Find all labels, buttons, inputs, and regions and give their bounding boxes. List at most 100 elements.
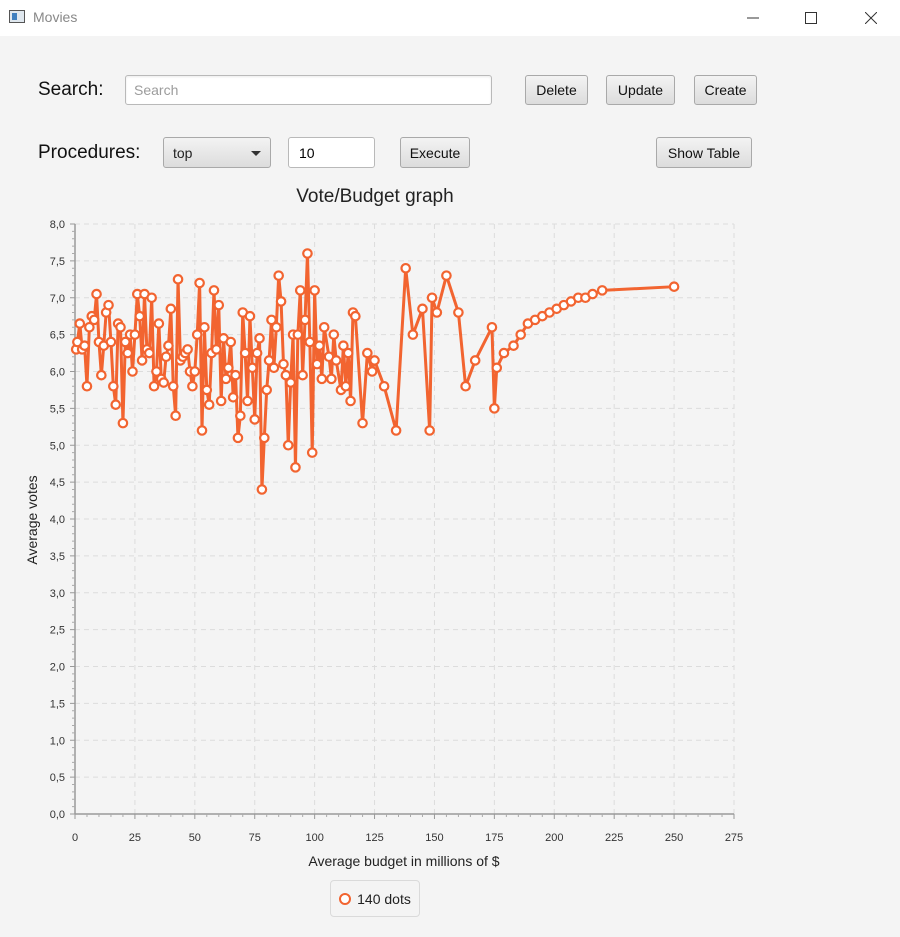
data-point [227,392,239,403]
x-axis-ticks: 0 25 50 75 100 125 150 175 200 225 250 275 [72,814,743,844]
data-point [290,462,301,473]
data-point [261,384,273,396]
execute-button[interactable]: Execute [400,137,470,168]
minimize-icon [747,17,759,19]
data-point [431,307,443,318]
data-point [91,288,102,300]
data-point [88,314,100,326]
data-point [311,358,323,370]
data-point [340,380,352,392]
x-tick-label: 250 [665,832,683,844]
data-point [235,410,246,422]
data-point [165,303,177,315]
chart-title: Vote/Budget graph [296,186,453,207]
procedures-label: Procedures: [38,142,141,163]
update-button[interactable]: Update [606,75,675,105]
data-point [378,380,390,392]
data-point [400,262,411,274]
x-axis-label: Average budget in millions of $ [308,853,499,869]
data-point [225,336,237,348]
data-point [304,336,316,348]
data-point [213,299,225,311]
data-point [103,299,114,311]
x-tick-label: 75 [249,832,261,844]
data-point [263,355,275,366]
data-point [191,329,203,340]
data-point [489,403,500,414]
maximize-button[interactable] [782,0,840,36]
data-point [84,321,95,333]
delete-button[interactable]: Delete [525,75,588,105]
y-tick-label: 7,0 [50,293,65,305]
minimize-button[interactable] [724,0,782,36]
chart-legend: 140 dots [330,880,420,917]
data-point [316,373,328,385]
x-tick-label: 150 [425,832,443,844]
data-point [189,366,201,377]
data-point [453,307,464,318]
data-point [268,362,280,374]
data-point [328,329,340,340]
y-tick-label: 1,0 [50,735,65,747]
data-point [469,355,481,366]
y-tick-label: 2,5 [50,625,65,637]
x-tick-label: 50 [189,832,201,844]
data-point [508,340,519,351]
close-button[interactable] [842,0,900,36]
data-point [167,380,179,392]
search-field-wrapper [125,75,492,105]
y-tick-label: 3,0 [50,588,65,600]
data-point [242,395,253,407]
x-tick-label: 100 [305,832,323,844]
data-point [239,347,251,359]
data-point [278,358,289,370]
data-point [220,373,232,385]
procedure-count-wrapper [288,137,375,168]
data-point [120,336,131,348]
data-point [211,344,222,355]
y-tick-label: 0,5 [50,772,65,784]
data-point [96,369,107,381]
data-point [294,285,306,296]
data-point [342,347,354,359]
x-tick-label: 0 [72,832,78,844]
data-point [115,321,126,333]
procedure-count-input[interactable] [289,138,374,167]
x-tick-label: 125 [365,832,383,844]
data-point [417,303,428,315]
y-tick-label: 4,0 [50,514,65,526]
x-tick-label: 225 [605,832,623,844]
data-point [668,281,680,292]
data-point [345,395,356,407]
show-table-button[interactable]: Show Table [656,137,752,168]
data-point [194,277,205,289]
search-input[interactable] [126,76,491,104]
data-point [143,347,155,359]
data-point [223,362,234,374]
data-point [426,292,438,304]
data-point [182,344,193,355]
close-icon [865,12,877,24]
procedure-select[interactable]: top [163,137,271,168]
data-point [460,380,471,392]
dropdown-arrow-icon [251,151,261,156]
data-point [129,329,141,340]
data-point [127,366,138,377]
y-tick-label: 8,0 [50,219,65,231]
data-point [350,310,361,322]
data-point [369,355,380,366]
y-tick-label: 5,0 [50,440,65,452]
data-point [326,373,337,385]
create-button[interactable]: Create [694,75,757,105]
title-bar: Movies [0,0,900,36]
data-point [491,362,503,374]
vote-budget-chart: Vote/Budget graph 0 25 50 75 100 125 150 175 200… [24,186,743,869]
data-point [424,425,435,436]
data-point [247,362,258,374]
data-point [254,333,265,344]
data-point [366,366,378,377]
data-point [201,384,213,396]
y-tick-label: 6,0 [50,367,65,379]
data-point [306,447,318,458]
app-window-icon [9,10,25,23]
